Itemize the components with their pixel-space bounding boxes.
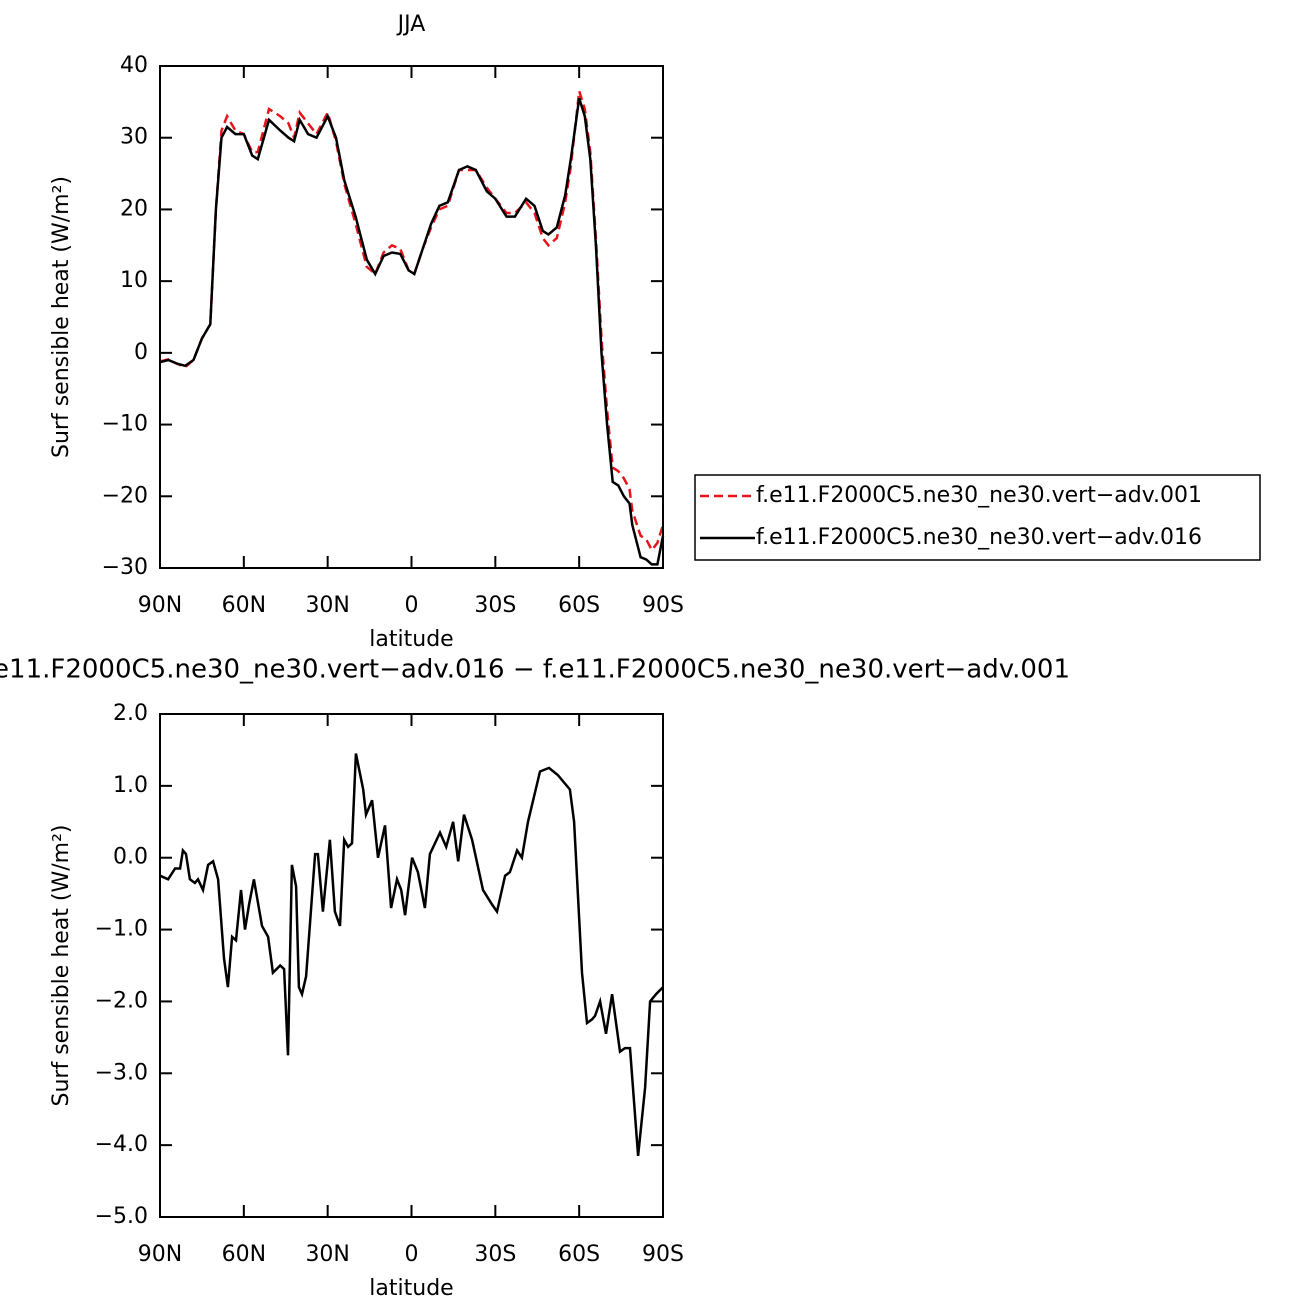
y-tick-label: 10 xyxy=(120,268,148,293)
x-tick-label: 90S xyxy=(642,593,684,618)
y-tick-label: 2.0 xyxy=(113,701,148,726)
y-tick-label: −20 xyxy=(102,483,148,508)
y-tick-label: 0.0 xyxy=(113,845,148,870)
x-tick-label: 90S xyxy=(642,1242,684,1267)
plot-frame xyxy=(159,713,664,1218)
data-line xyxy=(159,753,664,1157)
x-tick-label: 30S xyxy=(474,593,516,618)
x-tick-label: 30N xyxy=(305,1242,349,1267)
x-tick-label: 60S xyxy=(558,593,600,618)
y-axis-label: Surf sensible heat (W/m²) xyxy=(49,176,74,458)
legend-label: f.e11.F2000C5.ne30_ne30.vert−adv.016 xyxy=(756,525,1202,550)
y-tick-label: −4.0 xyxy=(95,1132,148,1157)
data-line xyxy=(159,90,665,553)
data-line xyxy=(159,97,665,566)
x-axis-label: latitude xyxy=(369,627,453,652)
y-tick-label: −1.0 xyxy=(95,917,148,942)
x-tick-label: 60S xyxy=(558,1242,600,1267)
y-axis-label: Surf sensible heat (W/m²) xyxy=(49,825,74,1107)
y-tick-label: −5.0 xyxy=(95,1204,148,1229)
legend-box xyxy=(694,474,1261,561)
x-tick-label: 0 xyxy=(405,1242,419,1267)
x-tick-label: 90N xyxy=(138,1242,182,1267)
y-tick-label: 1.0 xyxy=(113,773,148,798)
x-tick-label: 0 xyxy=(405,593,419,618)
y-tick-label: 30 xyxy=(120,125,148,150)
y-tick-label: 20 xyxy=(120,196,148,221)
x-tick-label: 60N xyxy=(222,1242,266,1267)
y-tick-label: 0 xyxy=(134,340,148,365)
chart-title: JJA xyxy=(396,12,426,37)
x-axis-label: latitude xyxy=(369,1276,453,1301)
y-tick-label: −2.0 xyxy=(95,988,148,1013)
plot-frame xyxy=(159,65,664,569)
x-tick-label: 30S xyxy=(474,1242,516,1267)
y-tick-label: 40 xyxy=(120,53,148,78)
y-tick-label: −10 xyxy=(102,412,148,437)
x-tick-label: 60N xyxy=(222,593,266,618)
legend-label: f.e11.F2000C5.ne30_ne30.vert−adv.001 xyxy=(756,483,1202,508)
x-tick-label: 30N xyxy=(305,593,349,618)
x-tick-label: 90N xyxy=(138,593,182,618)
y-tick-label: −30 xyxy=(102,555,148,580)
chart-title: f.e11.F2000C5.ne30_ne30.vert−adv.016 − f… xyxy=(0,655,1070,685)
y-tick-label: −3.0 xyxy=(95,1060,148,1085)
